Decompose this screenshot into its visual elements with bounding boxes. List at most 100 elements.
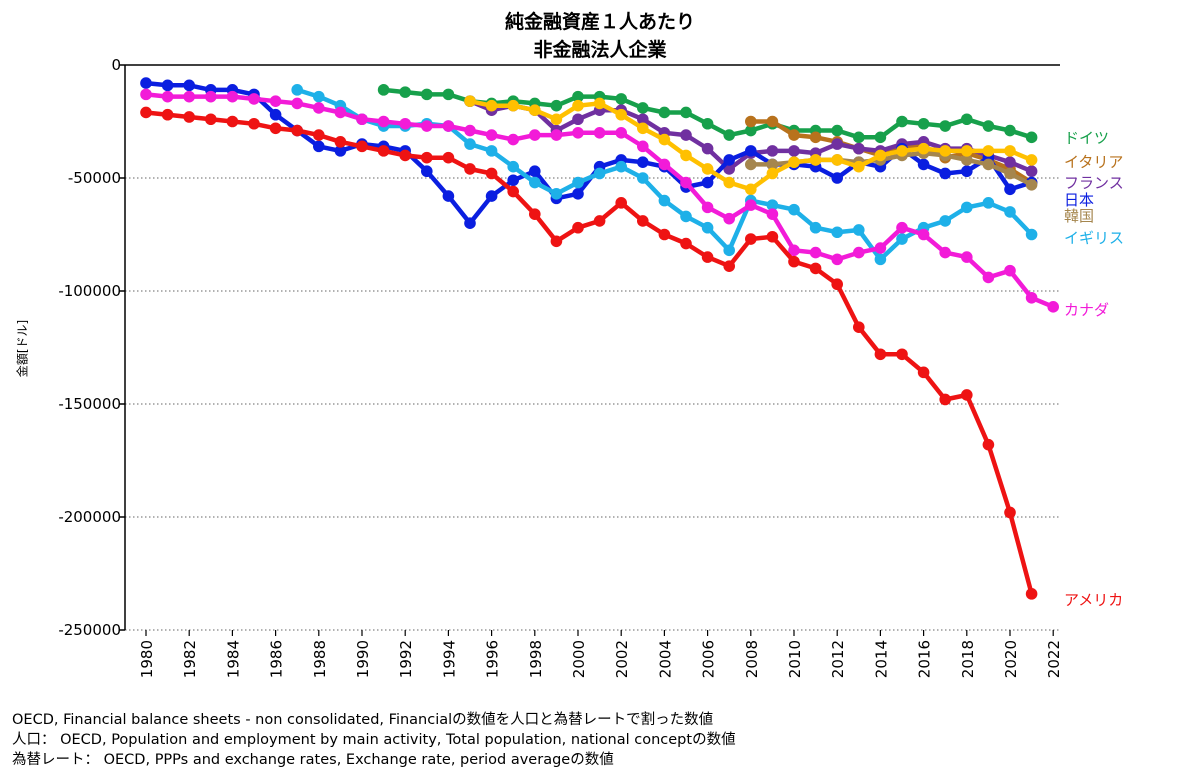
data-point xyxy=(637,156,649,168)
data-point xyxy=(831,138,843,150)
data-point xyxy=(205,113,217,126)
data-point xyxy=(550,99,563,112)
x-tick-label: 1990 xyxy=(354,640,372,678)
data-point xyxy=(982,438,995,451)
data-point xyxy=(874,253,887,266)
data-point xyxy=(550,235,563,248)
data-point xyxy=(313,90,325,103)
data-point xyxy=(896,221,908,234)
data-point xyxy=(745,115,757,128)
data-point xyxy=(809,154,822,166)
data-point xyxy=(1004,156,1016,168)
x-tick-label: 2020 xyxy=(1002,640,1020,678)
data-point xyxy=(226,115,239,128)
data-point xyxy=(485,129,498,141)
data-point xyxy=(766,208,779,220)
data-point xyxy=(680,129,692,141)
series-アメリカ xyxy=(140,106,1038,600)
data-point xyxy=(615,108,627,121)
series-label: ドイツ xyxy=(1064,129,1109,147)
data-point xyxy=(637,122,649,135)
data-point xyxy=(809,246,822,259)
data-point xyxy=(356,113,368,126)
series-label: イギリス xyxy=(1064,229,1124,247)
x-tick-label: 1998 xyxy=(527,640,545,678)
data-point xyxy=(896,233,908,245)
data-point xyxy=(334,106,347,119)
data-point xyxy=(809,262,822,275)
data-point xyxy=(529,165,541,178)
data-point xyxy=(961,154,973,166)
data-point xyxy=(140,77,152,89)
data-point xyxy=(550,113,563,126)
data-point xyxy=(399,86,412,98)
data-point xyxy=(1025,154,1038,166)
data-point xyxy=(572,221,584,234)
data-point xyxy=(615,93,627,105)
data-point xyxy=(701,163,714,175)
data-point xyxy=(248,117,260,130)
data-point xyxy=(1025,165,1038,178)
data-point xyxy=(917,158,930,171)
x-tick-label: 2000 xyxy=(570,640,588,678)
series-line xyxy=(143,92,1056,310)
data-point xyxy=(961,389,973,401)
grid-lines xyxy=(125,177,1060,631)
series-カナダ xyxy=(140,88,1059,313)
y-tick-label: -200000 xyxy=(58,508,121,526)
data-point xyxy=(917,117,930,130)
data-point xyxy=(334,136,347,148)
data-point xyxy=(831,253,843,266)
x-tick-label: 1992 xyxy=(397,640,415,678)
data-point xyxy=(917,142,930,155)
data-point xyxy=(442,120,455,132)
x-tick-label: 1986 xyxy=(268,640,286,678)
data-point xyxy=(1025,178,1038,191)
data-point xyxy=(809,221,822,234)
series-label: 日本 xyxy=(1064,191,1094,209)
data-point xyxy=(507,133,519,146)
data-point xyxy=(485,99,498,112)
data-point xyxy=(572,99,584,112)
data-point xyxy=(853,224,865,236)
data-point xyxy=(637,113,649,126)
x-tick-label: 2018 xyxy=(959,640,977,678)
data-point xyxy=(637,215,649,227)
data-point xyxy=(658,106,671,119)
data-point xyxy=(593,215,606,227)
data-point xyxy=(615,127,627,139)
data-point xyxy=(896,145,908,157)
data-point xyxy=(313,129,325,141)
data-point xyxy=(723,176,735,189)
series-lines xyxy=(140,77,1059,600)
data-point xyxy=(939,120,951,132)
data-point xyxy=(982,158,995,171)
data-point xyxy=(334,145,347,157)
data-point xyxy=(788,255,800,268)
data-point xyxy=(961,165,973,178)
data-point xyxy=(1025,131,1038,144)
series-label: カナダ xyxy=(1064,301,1109,319)
data-point xyxy=(680,176,692,189)
x-tick-label: 1982 xyxy=(181,640,199,678)
series-unlabeled xyxy=(464,95,1038,196)
data-point xyxy=(161,108,174,121)
data-point xyxy=(529,208,541,220)
data-point xyxy=(723,244,735,257)
y-axis-label: 金額[ドル] xyxy=(15,319,30,378)
x-tick-label: 2022 xyxy=(1045,640,1063,678)
y-tick-labels: 0 -50000 -100000 -150000 -200000 -250000 xyxy=(58,56,121,639)
data-point xyxy=(1025,228,1038,241)
data-point xyxy=(356,140,368,153)
data-point xyxy=(421,88,433,101)
data-point xyxy=(140,88,152,101)
data-point xyxy=(572,188,584,200)
data-point xyxy=(939,145,951,157)
data-point xyxy=(377,145,390,157)
x-tick-label: 2016 xyxy=(916,640,934,678)
data-point xyxy=(291,124,304,137)
data-point xyxy=(248,93,260,105)
data-point xyxy=(507,185,519,198)
data-point xyxy=(550,188,563,200)
data-point xyxy=(161,79,174,92)
